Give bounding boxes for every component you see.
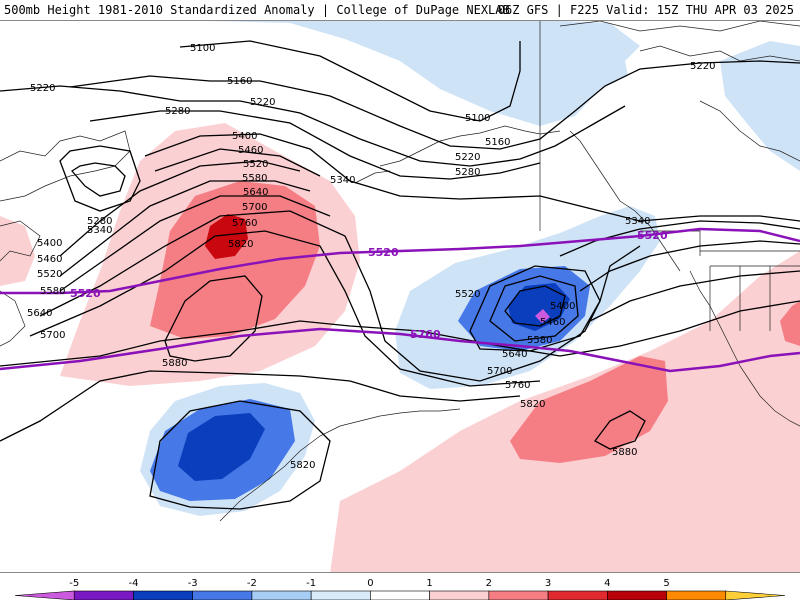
colorbar-bin: [73, 590, 134, 600]
negative-anomaly-area: [720, 41, 800, 171]
contour-label: 5520: [243, 159, 268, 170]
negative-anomaly-area: [535, 309, 550, 323]
contour-label: 5460: [37, 254, 62, 265]
contour-label: 5280: [165, 106, 190, 117]
contour-label: 5520: [37, 269, 62, 280]
colorbar-bins: [14, 590, 786, 600]
anomaly-shading: [0, 21, 800, 572]
colorbar-tick-label: -5: [69, 578, 79, 589]
thick-contour-label: 5760: [410, 328, 441, 341]
colorbar-bin: [547, 590, 608, 600]
contour-label: 5760: [232, 218, 257, 229]
contour-label: 5340: [87, 225, 112, 236]
thick-contour-label: 5520: [637, 229, 668, 242]
contour-label: 5700: [40, 330, 65, 341]
negative-anomaly-area: [178, 413, 265, 481]
colorbar-bin: [14, 590, 75, 600]
contour-label: 5160: [485, 137, 510, 148]
contour-label: 5700: [242, 202, 267, 213]
map-panel[interactable]: 5100 5220 5160 5220 5280 5400 5460 5520 …: [0, 20, 800, 573]
contour-label: 5160: [227, 76, 252, 87]
contour-label: 5640: [502, 349, 527, 360]
colorbar-bin: [725, 590, 786, 600]
colorbar-labels: -5 -4 -3 -2 -1 0 1 2 3 4 5: [69, 578, 669, 589]
positive-anomaly-area: [150, 181, 320, 339]
height-contours: [0, 40, 800, 510]
contour-label: 5640: [243, 187, 268, 198]
contour-label: 5280: [455, 167, 480, 178]
positive-anomaly-area: [780, 301, 800, 346]
header-bar: 500mb Height 1981-2010 Standardized Anom…: [0, 0, 800, 20]
contour-label: 5100: [465, 113, 490, 124]
positive-anomaly-area: [510, 356, 668, 463]
contour-label: 5220: [30, 83, 55, 94]
contour-label: 5520: [455, 289, 480, 300]
positive-anomaly-area: [0, 216, 35, 286]
contour-label: 5700: [487, 366, 512, 377]
colorbar-tick-label: -4: [128, 578, 138, 589]
height-anomaly-map[interactable]: 5100 5220 5160 5220 5280 5400 5460 5520 …: [0, 21, 800, 573]
contour-label: 5220: [250, 97, 275, 108]
thick-contours: [0, 227, 800, 373]
colorbar-bin: [251, 590, 312, 600]
colorbar-bin: [429, 590, 490, 600]
contour-label: 5580: [527, 335, 552, 346]
colorbar-tick-label: 4: [604, 578, 610, 589]
contour-label: 5880: [612, 447, 637, 458]
colorbar-tick-label: -2: [247, 578, 257, 589]
positive-anomaly-area: [205, 214, 248, 259]
model-run-info: 06Z GFS | F225 Valid: 15Z THU APR 03 202…: [497, 3, 794, 17]
coastlines: [0, 21, 800, 522]
colorbar-tick-label: 0: [367, 578, 373, 589]
contour-labels: 5100 5220 5160 5220 5280 5400 5460 5520 …: [27, 43, 715, 471]
thick-contour-labels: 5520 5520 5520 5760: [70, 229, 668, 341]
contour-label: 5400: [550, 301, 575, 312]
map-title: 500mb Height 1981-2010 Standardized Anom…: [4, 3, 510, 17]
colorbar-bin: [607, 590, 667, 600]
contour-label: 5820: [228, 239, 253, 250]
contour-label: 5580: [40, 286, 65, 297]
contour-label: 5400: [37, 238, 62, 249]
colorbar-tick-label: 2: [486, 578, 492, 589]
contour-label: 5460: [540, 317, 565, 328]
contour-label: 5100: [190, 43, 215, 54]
colorbar-tick-label: -3: [188, 578, 198, 589]
colorbar-bin: [133, 590, 193, 600]
anomaly-colorbar: -5 -4 -3 -2 -1 0 1 2 3 4 5: [0, 574, 800, 600]
contour-label: 5820: [290, 460, 315, 471]
colorbar-bin: [370, 590, 430, 600]
contour-label: 5760: [505, 380, 530, 391]
contour-label: 5340: [625, 216, 650, 227]
contour-label: 5280: [87, 216, 112, 227]
colorbar-bin: [488, 590, 549, 600]
contour-label: 5820: [520, 399, 545, 410]
colorbar-bin: [192, 590, 253, 600]
contour-label: 5460: [238, 145, 263, 156]
negative-anomaly-area: [210, 21, 640, 126]
contour-label: 5880: [162, 358, 187, 369]
colorbar-tick-label: -1: [306, 578, 316, 589]
contour-label: 5340: [330, 175, 355, 186]
colorbar-bin: [666, 590, 727, 600]
contour-label: 5580: [242, 173, 267, 184]
colorbar-svg: -5 -4 -3 -2 -1 0 1 2 3 4 5: [14, 578, 786, 600]
contour-label: 5640: [27, 308, 52, 319]
contour-label: 5220: [690, 61, 715, 72]
contour-label: 5220: [455, 152, 480, 163]
colorbar-tick-label: 1: [426, 578, 432, 589]
colorbar-bin: [310, 590, 371, 600]
thick-contour-label: 5520: [70, 287, 101, 300]
colorbar-tick-label: 5: [663, 578, 669, 589]
colorbar-tick-label: 3: [545, 578, 551, 589]
contour-label: 5400: [232, 131, 257, 142]
thick-contour-label: 5520: [368, 246, 399, 259]
